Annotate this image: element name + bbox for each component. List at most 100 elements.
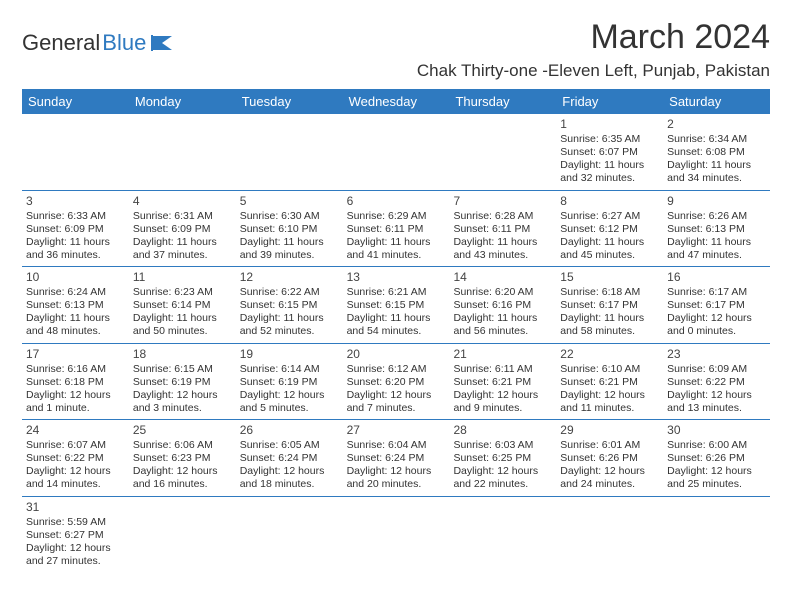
day-cell: [129, 114, 236, 190]
header: General Blue March 2024 Chak Thirty-one …: [22, 18, 770, 81]
day-cell: 18Sunrise: 6:15 AMSunset: 6:19 PMDayligh…: [129, 344, 236, 420]
day-cell: 2Sunrise: 6:34 AMSunset: 6:08 PMDaylight…: [663, 114, 770, 190]
weeks-container: 1Sunrise: 6:35 AMSunset: 6:07 PMDaylight…: [22, 114, 770, 572]
day-number: 23: [667, 347, 766, 362]
day-number: 11: [133, 270, 232, 285]
sunset-text: Sunset: 6:18 PM: [26, 376, 125, 389]
sunset-text: Sunset: 6:11 PM: [453, 223, 552, 236]
day-number: 14: [453, 270, 552, 285]
day-cell: [663, 497, 770, 573]
day-cell: 19Sunrise: 6:14 AMSunset: 6:19 PMDayligh…: [236, 344, 343, 420]
daylight-text: Daylight: 11 hours and 34 minutes.: [667, 159, 766, 185]
day-cell: 14Sunrise: 6:20 AMSunset: 6:16 PMDayligh…: [449, 267, 556, 343]
sunrise-text: Sunrise: 6:20 AM: [453, 286, 552, 299]
location: Chak Thirty-one -Eleven Left, Punjab, Pa…: [417, 61, 770, 81]
day-cell: [236, 497, 343, 573]
sunrise-text: Sunrise: 6:23 AM: [133, 286, 232, 299]
daylight-text: Daylight: 12 hours and 20 minutes.: [347, 465, 446, 491]
day-cell: 9Sunrise: 6:26 AMSunset: 6:13 PMDaylight…: [663, 191, 770, 267]
sunset-text: Sunset: 6:09 PM: [133, 223, 232, 236]
daylight-text: Daylight: 12 hours and 16 minutes.: [133, 465, 232, 491]
sunset-text: Sunset: 6:17 PM: [560, 299, 659, 312]
sunset-text: Sunset: 6:08 PM: [667, 146, 766, 159]
day-cell: 26Sunrise: 6:05 AMSunset: 6:24 PMDayligh…: [236, 420, 343, 496]
sunrise-text: Sunrise: 5:59 AM: [26, 516, 125, 529]
day-cell: 12Sunrise: 6:22 AMSunset: 6:15 PMDayligh…: [236, 267, 343, 343]
day-number: 21: [453, 347, 552, 362]
day-cell: 7Sunrise: 6:28 AMSunset: 6:11 PMDaylight…: [449, 191, 556, 267]
day-number: 24: [26, 423, 125, 438]
daylight-text: Daylight: 12 hours and 5 minutes.: [240, 389, 339, 415]
week-row: 17Sunrise: 6:16 AMSunset: 6:18 PMDayligh…: [22, 344, 770, 421]
daylight-text: Daylight: 12 hours and 13 minutes.: [667, 389, 766, 415]
week-row: 3Sunrise: 6:33 AMSunset: 6:09 PMDaylight…: [22, 191, 770, 268]
sunset-text: Sunset: 6:12 PM: [560, 223, 659, 236]
day-cell: [449, 497, 556, 573]
day-cell: 22Sunrise: 6:10 AMSunset: 6:21 PMDayligh…: [556, 344, 663, 420]
daylight-text: Daylight: 12 hours and 22 minutes.: [453, 465, 552, 491]
day-number: 1: [560, 117, 659, 132]
day-cell: 17Sunrise: 6:16 AMSunset: 6:18 PMDayligh…: [22, 344, 129, 420]
sunrise-text: Sunrise: 6:10 AM: [560, 363, 659, 376]
dow-header: Monday: [129, 89, 236, 114]
sunrise-text: Sunrise: 6:01 AM: [560, 439, 659, 452]
logo-text-1: General: [22, 30, 100, 56]
sunset-text: Sunset: 6:13 PM: [26, 299, 125, 312]
daylight-text: Daylight: 11 hours and 48 minutes.: [26, 312, 125, 338]
day-number: 30: [667, 423, 766, 438]
sunset-text: Sunset: 6:11 PM: [347, 223, 446, 236]
sunset-text: Sunset: 6:15 PM: [347, 299, 446, 312]
sunset-text: Sunset: 6:21 PM: [560, 376, 659, 389]
daylight-text: Daylight: 12 hours and 9 minutes.: [453, 389, 552, 415]
day-cell: 25Sunrise: 6:06 AMSunset: 6:23 PMDayligh…: [129, 420, 236, 496]
week-row: 1Sunrise: 6:35 AMSunset: 6:07 PMDaylight…: [22, 114, 770, 191]
day-number: 20: [347, 347, 446, 362]
day-cell: [343, 114, 450, 190]
dow-header: Thursday: [449, 89, 556, 114]
daylight-text: Daylight: 11 hours and 54 minutes.: [347, 312, 446, 338]
sunset-text: Sunset: 6:09 PM: [26, 223, 125, 236]
day-number: 13: [347, 270, 446, 285]
day-cell: 24Sunrise: 6:07 AMSunset: 6:22 PMDayligh…: [22, 420, 129, 496]
day-number: 4: [133, 194, 232, 209]
week-row: 31Sunrise: 5:59 AMSunset: 6:27 PMDayligh…: [22, 497, 770, 573]
day-number: 29: [560, 423, 659, 438]
day-number: 18: [133, 347, 232, 362]
sunset-text: Sunset: 6:26 PM: [560, 452, 659, 465]
sunrise-text: Sunrise: 6:33 AM: [26, 210, 125, 223]
logo-text-2: Blue: [102, 30, 146, 56]
calendar-page: General Blue March 2024 Chak Thirty-one …: [0, 0, 792, 572]
daylight-text: Daylight: 12 hours and 18 minutes.: [240, 465, 339, 491]
day-number: 2: [667, 117, 766, 132]
dow-header: Friday: [556, 89, 663, 114]
daylight-text: Daylight: 11 hours and 43 minutes.: [453, 236, 552, 262]
sunset-text: Sunset: 6:13 PM: [667, 223, 766, 236]
day-cell: [129, 497, 236, 573]
sunset-text: Sunset: 6:26 PM: [667, 452, 766, 465]
daylight-text: Daylight: 11 hours and 32 minutes.: [560, 159, 659, 185]
sunset-text: Sunset: 6:15 PM: [240, 299, 339, 312]
sunset-text: Sunset: 6:16 PM: [453, 299, 552, 312]
daylight-text: Daylight: 11 hours and 45 minutes.: [560, 236, 659, 262]
daylight-text: Daylight: 11 hours and 58 minutes.: [560, 312, 659, 338]
daylight-text: Daylight: 12 hours and 25 minutes.: [667, 465, 766, 491]
sunset-text: Sunset: 6:21 PM: [453, 376, 552, 389]
sunset-text: Sunset: 6:19 PM: [240, 376, 339, 389]
sunset-text: Sunset: 6:27 PM: [26, 529, 125, 542]
sunrise-text: Sunrise: 6:28 AM: [453, 210, 552, 223]
day-cell: 30Sunrise: 6:00 AMSunset: 6:26 PMDayligh…: [663, 420, 770, 496]
day-number: 28: [453, 423, 552, 438]
day-cell: 27Sunrise: 6:04 AMSunset: 6:24 PMDayligh…: [343, 420, 450, 496]
daylight-text: Daylight: 11 hours and 39 minutes.: [240, 236, 339, 262]
sunset-text: Sunset: 6:10 PM: [240, 223, 339, 236]
daylight-text: Daylight: 12 hours and 1 minute.: [26, 389, 125, 415]
day-cell: 1Sunrise: 6:35 AMSunset: 6:07 PMDaylight…: [556, 114, 663, 190]
sunrise-text: Sunrise: 6:22 AM: [240, 286, 339, 299]
daylight-text: Daylight: 11 hours and 36 minutes.: [26, 236, 125, 262]
day-number: 19: [240, 347, 339, 362]
sunset-text: Sunset: 6:20 PM: [347, 376, 446, 389]
sunrise-text: Sunrise: 6:07 AM: [26, 439, 125, 452]
daylight-text: Daylight: 12 hours and 0 minutes.: [667, 312, 766, 338]
sunrise-text: Sunrise: 6:14 AM: [240, 363, 339, 376]
day-cell: 11Sunrise: 6:23 AMSunset: 6:14 PMDayligh…: [129, 267, 236, 343]
